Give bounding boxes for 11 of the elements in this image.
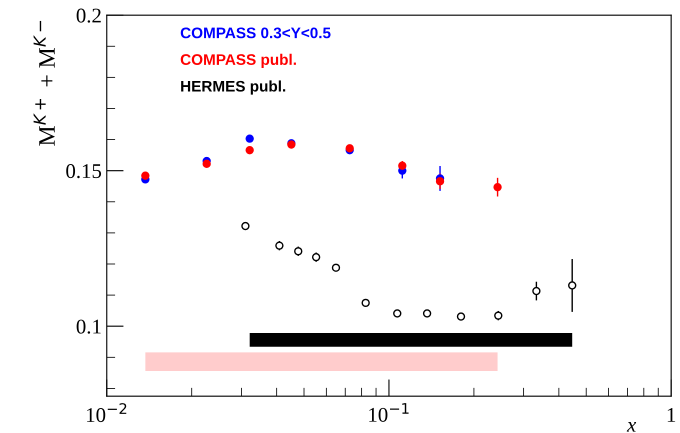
x-axis-title: x <box>626 422 636 432</box>
y-tick-label: 0.2 <box>76 8 101 23</box>
x-tick-label: 10$^{−2}$ <box>87 403 126 422</box>
y-axis-title: M$^{K+}$ + M$^{K−}$ <box>34 20 55 146</box>
y-tick-label: 0.1 <box>76 320 101 334</box>
text: COMPASS publ. <box>180 54 296 68</box>
x-tick-label: 1 <box>668 408 676 422</box>
x-tick-label: 10$^{−1}$ <box>369 403 409 422</box>
text: HERMES publ. <box>181 80 286 95</box>
text: COMPASS 0.3<Y<0.5 <box>180 27 331 38</box>
y-tick-label: 0.15 <box>66 164 102 178</box>
